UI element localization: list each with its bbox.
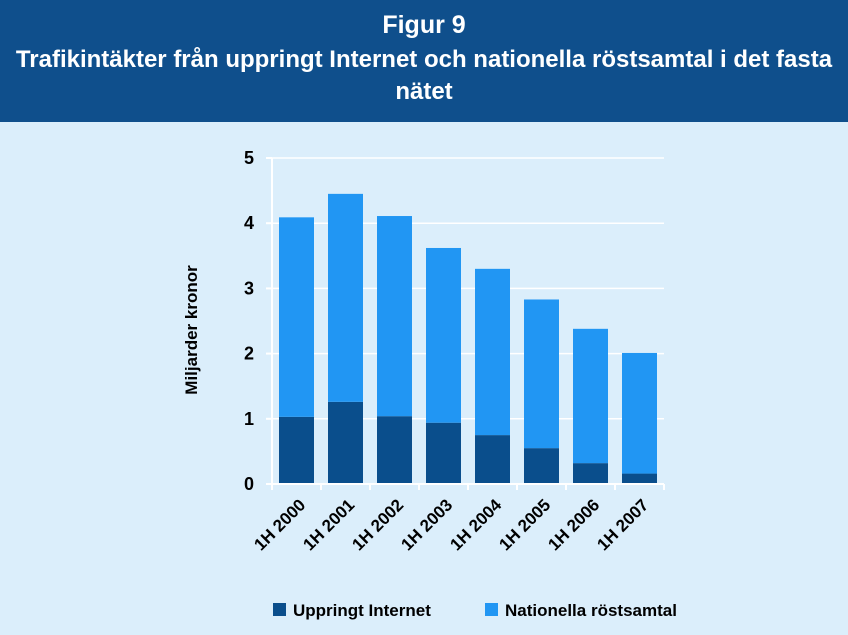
y-tick-label-2: 2	[244, 344, 254, 364]
y-tick-label-5: 5	[244, 148, 254, 168]
y-tick-labels: 0 1 2 3 4 5	[244, 148, 254, 494]
x-tick-label-4: 1H 2004	[446, 495, 505, 554]
bar-uppringt-internet-6	[573, 463, 608, 484]
y-tick-label-4: 4	[244, 213, 254, 233]
bar-nationella-rostsamtal-5	[524, 299, 559, 449]
bar-uppringt-internet-3	[426, 422, 461, 484]
chart-title: Trafikintäkter från uppringt Internet oc…	[15, 46, 833, 105]
bar-nationella-rostsamtal-7	[622, 352, 657, 474]
bar-uppringt-internet-1	[328, 401, 363, 484]
bar-uppringt-internet-2	[377, 416, 412, 484]
x-tick-label-3: 1H 2003	[397, 495, 456, 554]
bar-uppringt-internet-5	[524, 448, 559, 484]
axes	[266, 157, 665, 490]
bar-nationella-rostsamtal-0	[279, 217, 314, 417]
y-tick-label-3: 3	[244, 278, 254, 298]
x-tick-label-7: 1H 2007	[593, 495, 652, 554]
legend: Uppringt Internet Nationella röstsamtal	[273, 601, 677, 620]
x-tick-label-0: 1H 2000	[250, 495, 309, 554]
figure-label: Figur 9	[382, 11, 466, 39]
legend-swatch-1	[485, 603, 498, 616]
y-tick-label-0: 0	[244, 474, 254, 494]
legend-label-0: Uppringt Internet	[293, 601, 431, 620]
y-axis-label: Miljarder kronor	[182, 265, 201, 395]
x-tick-label-1: 1H 2001	[299, 495, 358, 554]
legend-swatch-0	[273, 603, 286, 616]
bar-nationella-rostsamtal-2	[377, 216, 412, 417]
x-tick-label-5: 1H 2005	[495, 495, 554, 554]
bar-nationella-rostsamtal-1	[328, 193, 363, 402]
bar-stacks	[279, 193, 657, 484]
bar-nationella-rostsamtal-3	[426, 247, 461, 423]
y-tick-label-1: 1	[244, 409, 254, 429]
bar-uppringt-internet-0	[279, 416, 314, 484]
x-tick-label-2: 1H 2002	[348, 495, 407, 554]
legend-label-1: Nationella röstsamtal	[505, 601, 677, 620]
bar-nationella-rostsamtal-4	[475, 268, 510, 436]
figure-header: Figur 9 Trafikintäkter från uppringt Int…	[0, 0, 848, 122]
bar-nationella-rostsamtal-6	[573, 328, 608, 464]
x-tick-label-6: 1H 2006	[544, 495, 603, 554]
bar-uppringt-internet-7	[622, 473, 657, 484]
bar-uppringt-internet-4	[475, 435, 510, 484]
